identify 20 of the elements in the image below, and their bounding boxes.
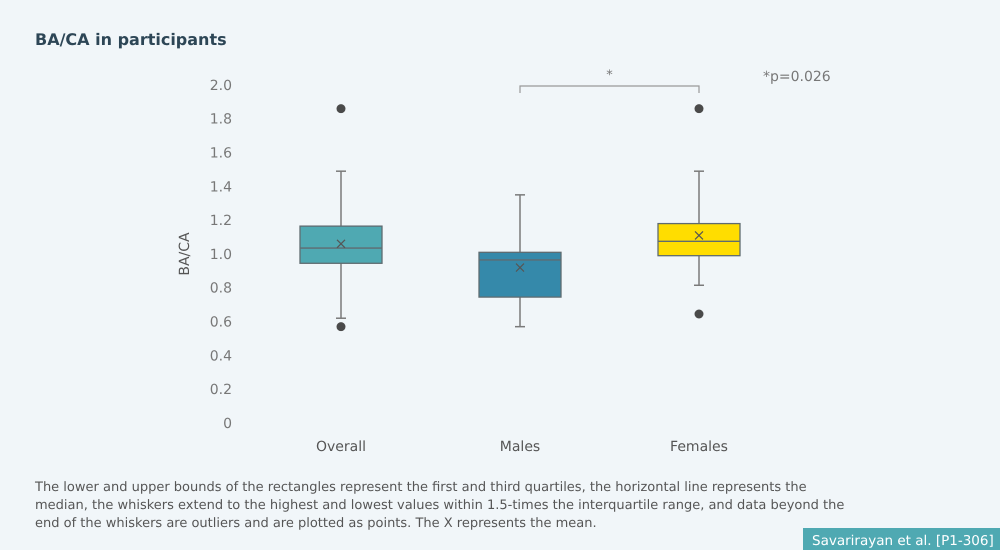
- y-tick-label: 0.8: [210, 280, 232, 297]
- x-tick-label: Females: [670, 439, 728, 455]
- x-tick-label: Males: [500, 439, 540, 455]
- y-tick-label: 1.0: [210, 246, 232, 263]
- y-tick-label: 0.4: [210, 348, 232, 364]
- y-tick-label: 1.4: [210, 179, 232, 196]
- text: Savarirayan et al. [P1-306]: [812, 533, 994, 549]
- text: *: [606, 68, 614, 83]
- y-tick-label: 1.2: [210, 213, 232, 230]
- y-tick-label: 0.2: [210, 382, 232, 398]
- y-tick-label: 0.6: [210, 314, 232, 330]
- text: The lower and upper bounds of the rectangles represent the first and third quartiles, the horizontal line represents the median, the whiskers extend to the highest and lowest values within 1.5-times the interquartile range, and data beyond the end of the whiskers are outliers and are plotted as points. The X represents the mean.: [34, 480, 844, 531]
- y-tick-label: 1.6: [210, 146, 232, 162]
- x-tick-label: Overall: [316, 439, 366, 455]
- text: *p=0.026: [763, 69, 831, 85]
- y-tick-label: 2.0: [210, 78, 232, 94]
- y-axis-title: BA/CA: [177, 232, 193, 276]
- y-tick-label: 1.8: [210, 112, 232, 128]
- chart-title: BA/CA in participants: [35, 30, 227, 49]
- y-tick-label: 0: [223, 416, 232, 432]
